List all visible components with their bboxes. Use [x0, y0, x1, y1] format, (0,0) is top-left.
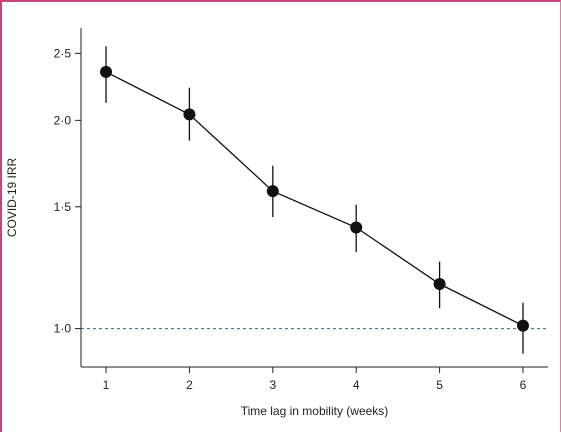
x-ticks: 1 2 3 4 5 6: [103, 367, 527, 392]
x-tick-label: 6: [520, 378, 527, 392]
x-axis-title: Time lag in mobility (weeks): [241, 404, 389, 418]
x-tick-label: 5: [436, 378, 443, 392]
data-point: [100, 65, 113, 78]
x-tick-label: 3: [269, 378, 276, 392]
y-tick-label: 1·0: [54, 322, 72, 336]
series-layer: [100, 46, 529, 354]
data-point: [350, 221, 363, 234]
x-tick-label: 1: [103, 378, 110, 392]
y-ticks: 1·0 1·5 2·0 2·5: [54, 46, 81, 336]
y-tick-label: 2·5: [54, 46, 72, 60]
y-tick-label: 2·0: [54, 113, 72, 127]
data-point: [516, 319, 529, 332]
x-tick-label: 4: [353, 378, 360, 392]
x-tick-label: 2: [186, 378, 193, 392]
data-point: [266, 185, 279, 198]
data-point: [183, 108, 196, 121]
series-line: [105, 71, 524, 327]
data-point: [433, 278, 446, 291]
y-tick-label: 1·5: [54, 200, 72, 214]
y-axis-title: COVID-19 IRR: [5, 157, 19, 237]
